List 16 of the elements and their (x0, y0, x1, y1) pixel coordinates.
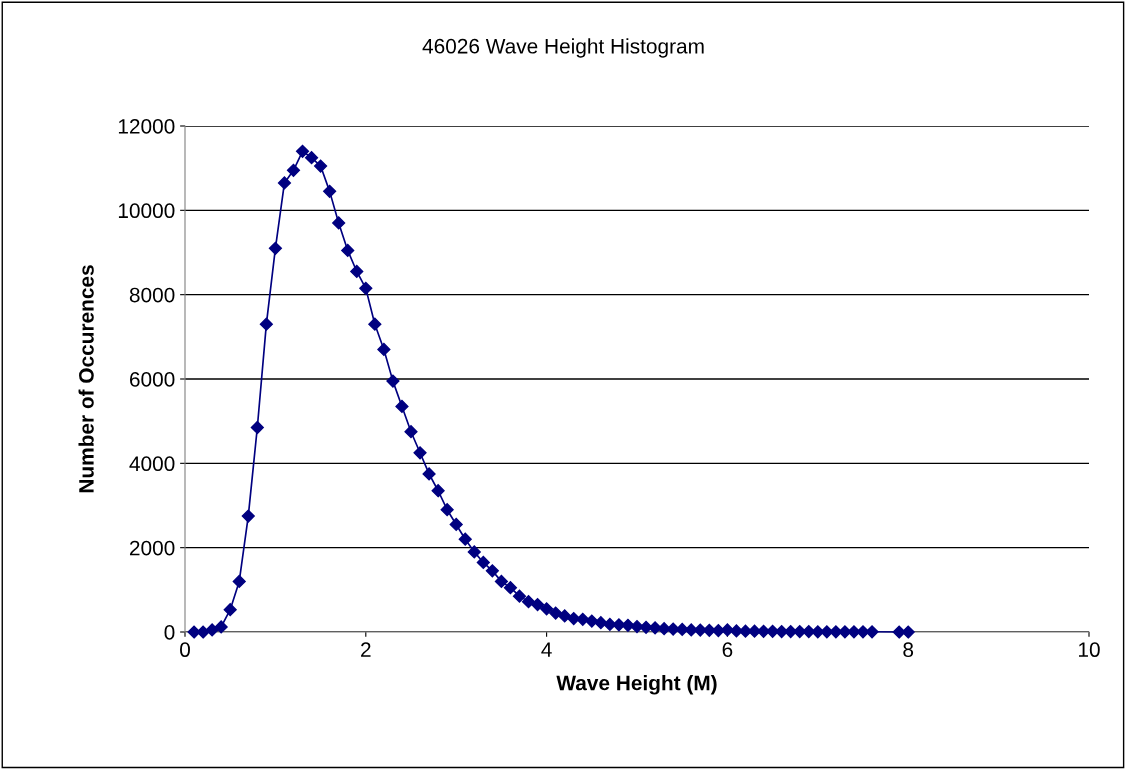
y-tick-label: 12000 (118, 119, 175, 134)
y-tick-label: 6000 (129, 372, 175, 387)
y-tick-label: 10000 (118, 203, 175, 219)
x-tick-label: 0 (180, 642, 190, 658)
y-tick-label: 2000 (129, 540, 175, 556)
x-tick-label: 2 (361, 642, 371, 657)
y-tick-label: 0 (164, 625, 175, 640)
y-tick-label: 8000 (129, 287, 175, 303)
x-tick-label: 6 (722, 642, 733, 658)
x-tick-label: 4 (541, 642, 552, 657)
x-axis-title: Wave Height (M) (556, 675, 717, 695)
chart-title: 46026 Wave Height Histogram (422, 38, 704, 58)
x-tick-label: 10 (1079, 642, 1100, 658)
x-tick-label: 8 (903, 642, 914, 658)
y-tick-label: 4000 (129, 456, 175, 472)
y-axis-title: Number of Occurences (78, 265, 94, 493)
